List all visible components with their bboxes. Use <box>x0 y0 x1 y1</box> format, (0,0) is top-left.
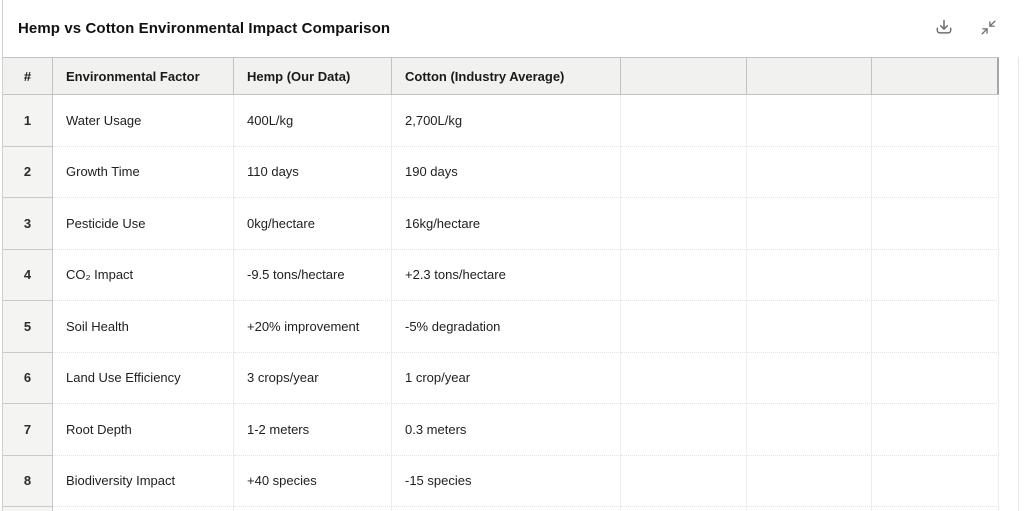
cell-empty <box>872 301 999 353</box>
download-button[interactable] <box>933 18 955 40</box>
row-number: 4 <box>3 249 53 301</box>
cell-cotton: -5% degradation <box>392 301 621 353</box>
table-row: 5 Soil Health +20% improvement -5% degra… <box>3 301 999 353</box>
title-bar: Hemp vs Cotton Environmental Impact Comp… <box>3 0 1024 57</box>
cell-empty <box>872 249 999 301</box>
cell-empty <box>747 455 872 507</box>
cell-factor: Soil Health <box>53 301 234 353</box>
page-title: Hemp vs Cotton Environmental Impact Comp… <box>18 20 391 37</box>
cell-factor: Water Usage <box>53 95 234 147</box>
cell-hemp: 400L/kg <box>234 95 392 147</box>
row-number: 1 <box>3 95 53 147</box>
cell-factor: Root Depth <box>53 404 234 456</box>
cell-empty <box>621 352 747 404</box>
cell-hemp: +40 species <box>234 455 392 507</box>
header-cell-factor: Environmental Factor <box>53 58 234 94</box>
cell-empty <box>621 198 747 250</box>
cell-empty <box>621 249 747 301</box>
table-row: 7 Root Depth 1-2 meters 0.3 meters <box>3 404 999 456</box>
table-row: 4 CO₂ Impact -9.5 tons/hectare +2.3 tons… <box>3 249 999 301</box>
cell-empty <box>872 146 999 198</box>
cell-empty <box>747 352 872 404</box>
header-cell-empty <box>872 58 999 94</box>
cell-factor: Pesticide Use <box>53 198 234 250</box>
cell-empty <box>872 455 999 507</box>
cell-empty <box>747 198 872 250</box>
cell-empty <box>872 95 999 147</box>
table-row: 1 Water Usage 400L/kg 2,700L/kg <box>3 95 999 147</box>
cell-empty <box>747 507 872 511</box>
cell-empty <box>747 146 872 198</box>
cell-factor: Growth Time <box>53 146 234 198</box>
row-number <box>3 507 53 511</box>
toolbar <box>933 18 999 40</box>
cell-cotton: 190 days <box>392 146 621 198</box>
header-cell-empty <box>747 58 872 94</box>
cell-factor: CO₂ Impact <box>53 249 234 301</box>
row-number: 7 <box>3 404 53 456</box>
table-row: 8 Biodiversity Impact +40 species -15 sp… <box>3 455 999 507</box>
cell-empty <box>872 507 999 511</box>
row-number: 6 <box>3 352 53 404</box>
download-icon <box>934 17 954 40</box>
cell-empty <box>872 404 999 456</box>
header-cell-hemp: Hemp (Our Data) <box>234 58 392 94</box>
cell-factor: Biodiversity Impact <box>53 455 234 507</box>
cell-empty <box>872 352 999 404</box>
cell-cotton: 1 crop/year <box>392 352 621 404</box>
cell-empty <box>747 249 872 301</box>
cell-hemp: 3 crops/year <box>234 352 392 404</box>
cell-cotton: 0.3 meters <box>392 404 621 456</box>
table-row-partial <box>3 507 999 511</box>
cell-empty <box>747 301 872 353</box>
header-cell-empty <box>621 58 747 94</box>
cell-cotton: +2.3 tons/hectare <box>392 249 621 301</box>
cell-cotton: -15 species <box>392 455 621 507</box>
cell-empty <box>621 95 747 147</box>
cell-empty <box>621 507 747 511</box>
cell-empty <box>621 146 747 198</box>
cell-empty <box>747 95 872 147</box>
collapse-icon <box>980 19 997 39</box>
cell-hemp: 0kg/hectare <box>234 198 392 250</box>
row-number: 3 <box>3 198 53 250</box>
cell-empty <box>234 507 392 511</box>
cell-empty <box>621 301 747 353</box>
cell-empty <box>621 455 747 507</box>
row-number: 2 <box>3 146 53 198</box>
cell-cotton: 16kg/hectare <box>392 198 621 250</box>
panel-left-border <box>2 0 3 511</box>
table-row: 2 Growth Time 110 days 190 days <box>3 146 999 198</box>
header-cell-cotton: Cotton (Industry Average) <box>392 58 621 94</box>
row-number: 8 <box>3 455 53 507</box>
cell-empty <box>872 198 999 250</box>
cell-empty <box>392 507 621 511</box>
header-cell-index: # <box>3 58 53 94</box>
cell-hemp: +20% improvement <box>234 301 392 353</box>
cell-hemp: -9.5 tons/hectare <box>234 249 392 301</box>
cell-empty <box>53 507 234 511</box>
cell-empty <box>747 404 872 456</box>
collapse-button[interactable] <box>977 18 999 40</box>
cell-empty <box>621 404 747 456</box>
table-row: 3 Pesticide Use 0kg/hectare 16kg/hectare <box>3 198 999 250</box>
table-header-row: # Environmental Factor Hemp (Our Data) C… <box>3 57 999 95</box>
panel-right-border <box>1018 0 1019 511</box>
cell-hemp: 110 days <box>234 146 392 198</box>
cell-cotton: 2,700L/kg <box>392 95 621 147</box>
cell-hemp: 1-2 meters <box>234 404 392 456</box>
data-table: # Environmental Factor Hemp (Our Data) C… <box>3 57 999 511</box>
row-number: 5 <box>3 301 53 353</box>
cell-factor: Land Use Efficiency <box>53 352 234 404</box>
table-row: 6 Land Use Efficiency 3 crops/year 1 cro… <box>3 352 999 404</box>
